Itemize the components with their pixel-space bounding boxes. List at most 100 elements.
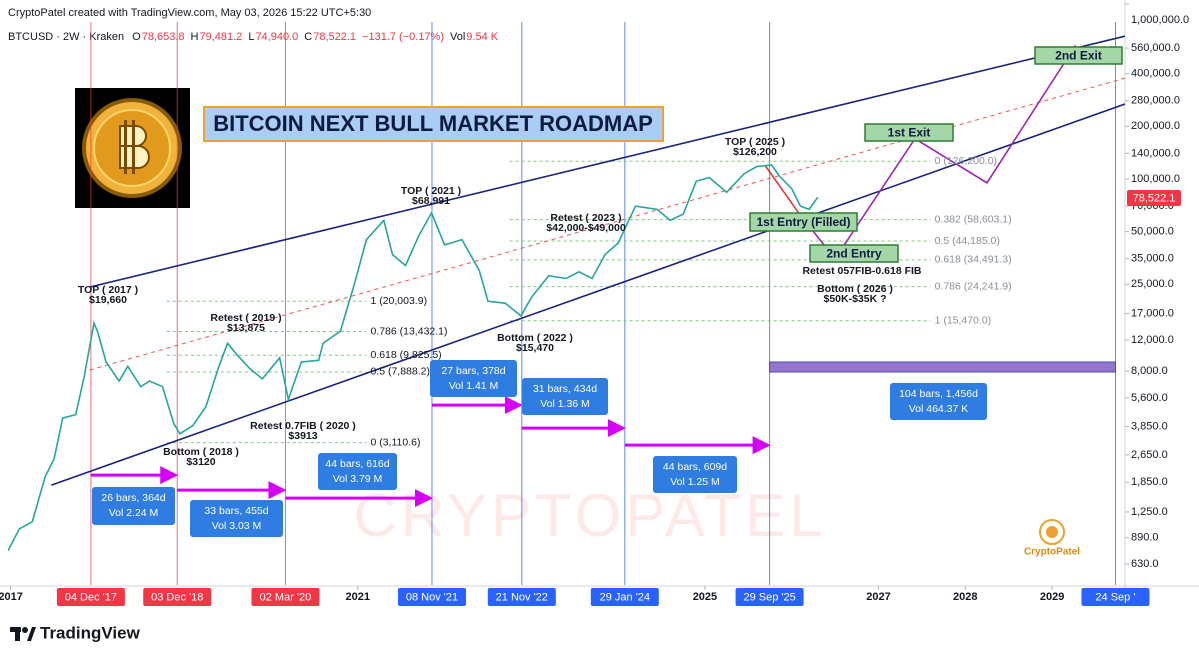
- symbol-field: Vol: [450, 31, 465, 43]
- range-box: [318, 453, 397, 490]
- symbol-field: 78,522.1: [313, 31, 356, 43]
- symbol-field: −131.7 (−0.17%): [362, 31, 444, 43]
- signal-box: [809, 244, 899, 263]
- annotation: $50K-$35K ?: [823, 293, 886, 305]
- signal-label: 1st Entry (Filled): [756, 215, 850, 229]
- range-box: [430, 360, 517, 397]
- range-text: 27 bars, 378d: [441, 365, 505, 377]
- fib-label: 0 (126,200.0): [935, 155, 997, 167]
- y-tick-label: 8,000.0: [1131, 365, 1168, 377]
- range-text: Vol 3.03 M: [212, 520, 262, 532]
- fib-label: 0.382 (58,603.1): [935, 213, 1012, 225]
- x-tick-label: 2021: [346, 591, 370, 603]
- y-tick-label: 140,000.0: [1131, 147, 1180, 159]
- range-text: Vol 1.41 M: [449, 380, 499, 392]
- symbol-field: 74,940.0: [255, 31, 298, 43]
- range-box: [522, 378, 608, 415]
- brand: TradingView: [40, 623, 141, 642]
- footer-logo: TradingView: [10, 623, 141, 642]
- annotation: $13,875: [227, 322, 265, 334]
- annotation: TOP ( 2017 ): [78, 284, 138, 296]
- marker-pill: [590, 588, 659, 606]
- symbol-field: O: [132, 31, 141, 43]
- last-price-bg: [1127, 190, 1181, 206]
- range-box: [92, 487, 175, 525]
- annotation: Bottom ( 2022 ): [497, 332, 573, 344]
- marker-pill: [251, 588, 320, 606]
- symbol-field: 79,481.2: [199, 31, 242, 43]
- marker-pill: [487, 588, 556, 606]
- overlay: 1 (20,003.9) 0.786 (13,432.1) 0.618 (9,825…: [78, 46, 1123, 537]
- chart: CryptoPatel created with TradingView.com…: [0, 0, 1199, 608]
- marker-label: 02 Mar '20: [260, 591, 312, 603]
- fib-label: 0.786 (24,241.9): [935, 280, 1012, 292]
- range-text: 33 bars, 455d: [204, 505, 268, 517]
- range-text: Vol 3.79 M: [333, 473, 383, 485]
- fib-label: 1 (15,470.0): [935, 315, 992, 327]
- symbol-info: BTCUSD · 2W · Kraken O 78,653.8 H 79,481.2 L 7…: [8, 31, 499, 43]
- y-tick-label: 12,000.0: [1131, 334, 1174, 346]
- annotation: Bottom ( 2026 ): [817, 283, 893, 295]
- y-tick-label: 1,850.0: [1131, 476, 1168, 488]
- annotation: TOP ( 2025 ): [725, 136, 785, 148]
- bitcoin-logo: [75, 88, 190, 208]
- marker-pill: [397, 588, 466, 606]
- cryptopatel-logo: CryptoPatel: [1024, 519, 1080, 558]
- fib-label: 0.618 (9,825.5): [370, 349, 441, 361]
- marker-pill: [1081, 588, 1150, 606]
- y-tick-label: 17,000.0: [1131, 308, 1174, 320]
- annotation: $19,660: [89, 294, 127, 306]
- signal-label: 1st Exit: [888, 126, 931, 140]
- range-box: [890, 383, 987, 420]
- marker-pill: [143, 588, 212, 606]
- plot-area: [8, 22, 1125, 585]
- marker-label: 04 Dec '17: [65, 591, 117, 603]
- annotation: $3120: [186, 456, 215, 468]
- marker-label: 08 Nov '21: [406, 591, 458, 603]
- y-tick-label: 400,000.0: [1131, 68, 1180, 80]
- trendline: [764, 164, 802, 216]
- marker-label: 29 Jan '24: [600, 591, 650, 603]
- signal-label: 2nd Entry: [826, 247, 882, 261]
- trendline: [89, 35, 1125, 288]
- range-text: 31 bars, 434d: [533, 383, 597, 395]
- y-tick-label: 280,000.0: [1131, 95, 1180, 107]
- annotation: Bottom ( 2018 ): [163, 446, 239, 458]
- fib-label: 0.5 (7,888.2): [370, 366, 430, 378]
- price-line: [8, 164, 819, 552]
- x-tick-label: 2027: [866, 591, 890, 603]
- range-band: [769, 361, 1116, 373]
- annotation: $3913: [288, 430, 317, 442]
- annotation: $42,000-$49,000: [546, 222, 626, 234]
- range-box: [653, 456, 737, 493]
- signal-box: [1034, 46, 1123, 65]
- symbol-field: 9.54 K: [466, 31, 498, 43]
- y-tick-label: 630.0: [1131, 558, 1159, 570]
- trendline: [51, 103, 1125, 486]
- range-text: Vol 2.24 M: [109, 507, 159, 519]
- range-box: [190, 500, 283, 537]
- range-text: 44 bars, 616d: [325, 458, 389, 470]
- logo-text: CryptoPatel: [1024, 547, 1080, 558]
- range-text: Vol 1.25 M: [670, 476, 720, 488]
- x-tick-label: 2029: [1040, 591, 1064, 603]
- symbol-field: BTCUSD · 2W · Kraken: [8, 31, 124, 43]
- symbol-field: C: [304, 31, 312, 43]
- fib-label: 0.618 (34,491.3): [935, 254, 1012, 266]
- marker-label: 29 Sep '25: [743, 591, 795, 603]
- marker-label: 24 Sep ': [1095, 591, 1135, 603]
- y-tick-label: 200,000.0: [1131, 120, 1180, 132]
- symbol-field: L: [248, 31, 254, 43]
- x-tick-label: 2025: [693, 591, 717, 603]
- marker-pill: [735, 588, 804, 606]
- signal-label: 2nd Exit: [1055, 49, 1102, 63]
- symbol-field: H: [191, 31, 199, 43]
- watermark: CRYPTOPATEL: [353, 482, 826, 549]
- x-tick-label: 2017: [0, 591, 23, 603]
- symbol-field: 78,653.8: [142, 31, 185, 43]
- fib-label: 1 (20,003.9): [370, 295, 427, 307]
- y-tick-label: 2,650.0: [1131, 449, 1168, 461]
- annotation: Retest 0.7FIB ( 2020 ): [250, 420, 356, 432]
- y-tick-label: 25,000.0: [1131, 278, 1174, 290]
